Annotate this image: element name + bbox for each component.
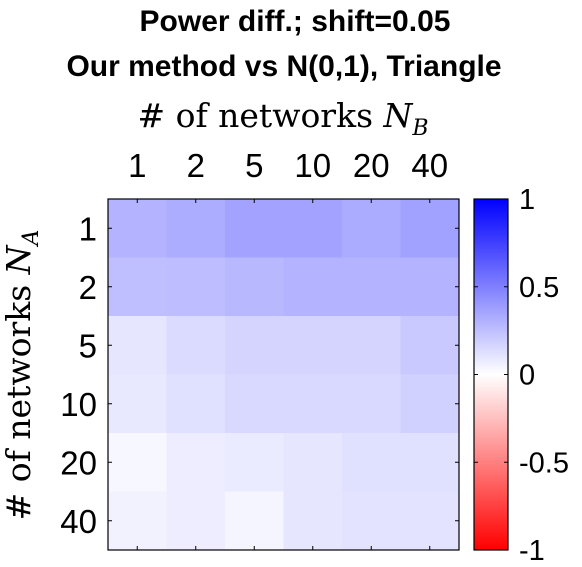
heatmap-cell [342, 374, 401, 434]
y-tick-label: 5 [79, 327, 97, 364]
x-tick-label: 20 [353, 147, 390, 184]
heatmap-cell [342, 257, 401, 317]
x-tick-label: 10 [294, 147, 331, 184]
colorbar-tick-label: -1 [519, 535, 545, 567]
heatmap-cell [283, 491, 343, 551]
x-tick-label: 1 [128, 147, 146, 184]
heatmap-cell [166, 199, 226, 258]
heatmap-cell [225, 433, 284, 492]
heatmap-cell [283, 433, 343, 492]
heatmap-cell [400, 433, 460, 492]
x-axis-label: # of networks NB [137, 96, 428, 141]
colorbar-tick-label: -0.5 [519, 447, 569, 479]
chart-title-line2: Our method vs N(0,1), Triangle [66, 50, 501, 83]
x-tick-label: 2 [187, 147, 205, 184]
heatmap-cell [108, 257, 167, 317]
heatmap-cell [166, 257, 226, 317]
heatmap-cells [108, 199, 460, 551]
heatmap-cell [400, 491, 460, 551]
heatmap-cell [400, 257, 460, 317]
heatmap-cell [108, 316, 167, 375]
heatmap-cell [225, 316, 284, 375]
heatmap-cell [342, 491, 401, 551]
heatmap-cell [283, 199, 343, 258]
heatmap-cell [108, 199, 167, 258]
heatmap-cell [225, 257, 284, 317]
y-axis-ticks: 1 2 5 10 20 40 [60, 210, 459, 540]
colorbar [473, 198, 509, 551]
y-tick-label: 40 [60, 503, 97, 540]
colorbar-tick-label: 0.5 [519, 272, 559, 304]
heatmap-cell [166, 374, 226, 434]
heatmap-cell [283, 257, 343, 317]
heatmap-cell [225, 374, 284, 434]
x-tick-label: 40 [411, 147, 448, 184]
colorbar-ticks: 1 0.5 0 -0.5 -1 [474, 184, 569, 567]
heatmap-cell [400, 199, 460, 258]
y-axis-label: # of networks NA [0, 230, 44, 521]
colorbar-gradient [473, 198, 509, 551]
heatmap-cell [342, 433, 401, 492]
heatmap-cell [400, 374, 460, 434]
chart-title-line1: Power diff.; shift=0.05 [140, 5, 451, 38]
y-tick-label: 10 [60, 386, 97, 423]
colorbar-tick-label: 1 [519, 184, 535, 216]
heatmap-cell [108, 433, 167, 492]
heatmap-cell [225, 491, 284, 551]
colorbar-tick-label: 0 [519, 360, 535, 392]
heatmap-cell [166, 491, 226, 551]
plot-frame [107, 198, 460, 551]
heatmap-cell [283, 374, 343, 434]
heatmap-cell [283, 316, 343, 375]
x-axis-ticks: 1 2 5 10 20 40 [128, 147, 448, 550]
heatmap-cell [166, 316, 226, 375]
heatmap-cell [108, 374, 167, 434]
y-tick-label: 20 [60, 444, 97, 481]
heatmap-cell [166, 433, 226, 492]
x-tick-label: 5 [245, 147, 263, 184]
heatmap-cell [400, 316, 460, 375]
y-tick-label: 2 [79, 269, 97, 306]
y-tick-label: 1 [79, 210, 97, 247]
heatmap-cell [108, 491, 167, 551]
heatmap-cell [342, 316, 401, 375]
heatmap-cell [225, 199, 284, 258]
heatmap-cell [342, 199, 401, 258]
